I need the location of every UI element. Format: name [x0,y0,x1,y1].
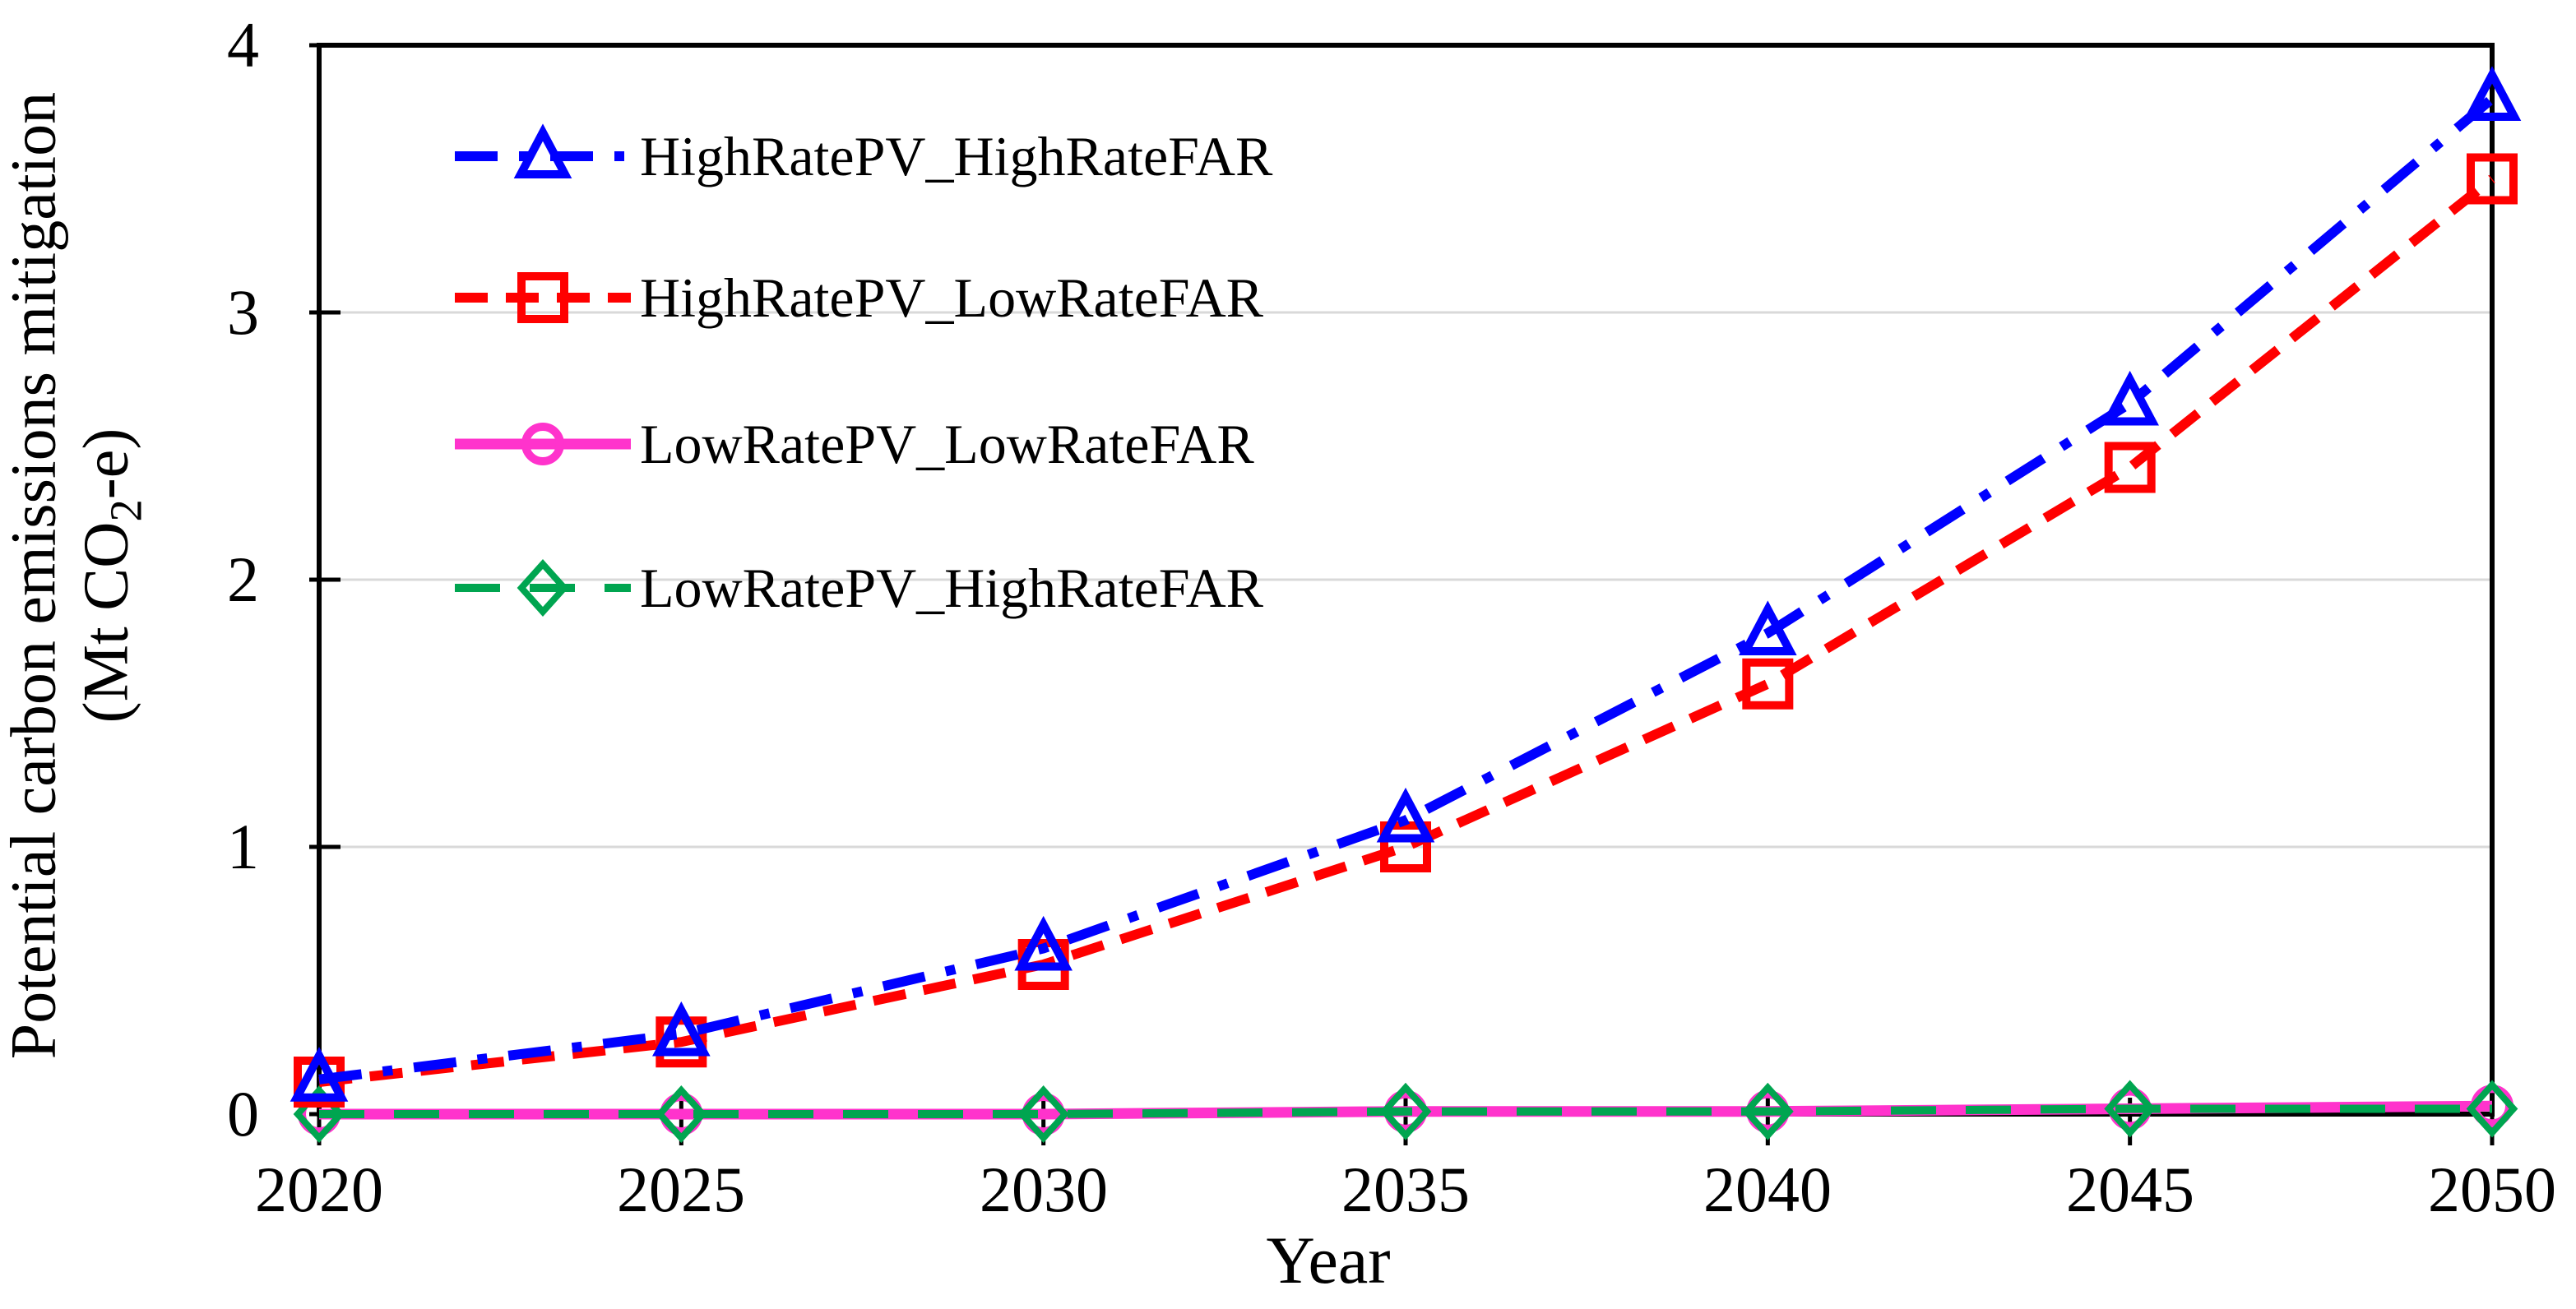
legend-label-lowratepv-lowratefar: LowRatePV_LowRateFAR [640,413,1254,475]
y-tick-label-4: 4 [227,9,259,81]
legend-label-highratepv-lowratefar: HighRatePV_LowRateFAR [640,266,1264,329]
x-tick-label-2045: 2045 [2066,1154,2194,1225]
y-axis-title-line1: Potential carbon emissions mitigation [0,91,69,1060]
legend-label-highratepv-highratefar: HighRatePV_HighRateFAR [640,125,1273,187]
marker-square-HighRatePV_LowRateFAR-2050 [2467,153,2518,205]
y-tick-label-3: 3 [227,276,259,348]
series-line-HighRatePV_LowRateFAR [318,174,2495,1087]
marker-triangle-HighRatePV_HighRateFAR-2020 [290,1047,349,1102]
x-tick-label-2050: 2050 [2428,1154,2556,1225]
marker-triangle-HighRatePV_HighRateFAR-2035 [1376,787,1435,843]
y-axis-unit-suffix: -e) [69,428,141,500]
marker-triangle-HighRatePV_HighRateFAR-2030 [1014,915,1073,971]
marker-triangle-HighRatePV_HighRateFAR-2050 [2462,66,2522,121]
marker-square-HighRatePV_LowRateFAR-2035 [1380,821,1431,872]
series-line-HighRatePV_HighRateFAR [318,95,2495,1085]
marker-triangle-HighRatePV_HighRateFAR-2045 [2101,370,2159,426]
legend-label-lowratepv-highratefar: LowRatePV_HighRateFAR [640,557,1264,619]
marker-square-HighRatePV_LowRateFAR-2045 [2104,442,2156,493]
x-tick-label-2030: 2030 [980,1154,1108,1225]
marker-diamond-LowRatePV_HighRateFAR-2035 [1379,1082,1432,1140]
marker-triangle-HighRatePV_HighRateFAR-2040 [1739,600,1797,655]
x-axis-title: Year [1266,1223,1391,1297]
x-tick-label-2040: 2040 [1703,1154,1832,1225]
marker-diamond-LowRatePV_HighRateFAR-2045 [2104,1080,2157,1138]
legend-marker-triangle-HighRatePV_HighRateFAR [513,123,572,178]
marker-diamond-LowRatePV_HighRateFAR-2025 [655,1085,707,1143]
legend-marker-square-HighRatePV_LowRateFAR [517,272,568,323]
marker-diamond-LowRatePV_HighRateFAR-2030 [1017,1085,1070,1143]
marker-diamond-LowRatePV_HighRateFAR-2050 [2466,1080,2518,1138]
x-tick-label-2020: 2020 [255,1154,383,1225]
marker-triangle-HighRatePV_HighRateFAR-2025 [652,1001,711,1057]
legend-marker-circle-LowRatePV_LowRateFAR [521,423,564,465]
marker-square-HighRatePV_LowRateFAR-2040 [1742,658,1794,710]
marker-diamond-LowRatePV_HighRateFAR-2040 [1741,1082,1794,1140]
series-line-LowRatePV_HighRateFAR [319,1104,2492,1118]
y-axis-unit-subscript: 2 [100,499,151,522]
y-axis-title-line2: (Mt CO2-e) [70,0,163,1192]
y-tick-label-0: 0 [227,1078,259,1149]
y-axis-unit-prefix: (Mt CO [69,521,141,724]
y-tick-label-2: 2 [227,543,259,615]
y-axis-title: Potential carbon emissions mitigation (M… [0,0,162,1192]
x-tick-label-2025: 2025 [617,1154,745,1225]
y-tick-label-1: 1 [227,811,259,882]
x-tick-label-2035: 2035 [1341,1154,1470,1225]
legend-marker-diamond-LowRatePV_HighRateFAR [517,559,569,617]
